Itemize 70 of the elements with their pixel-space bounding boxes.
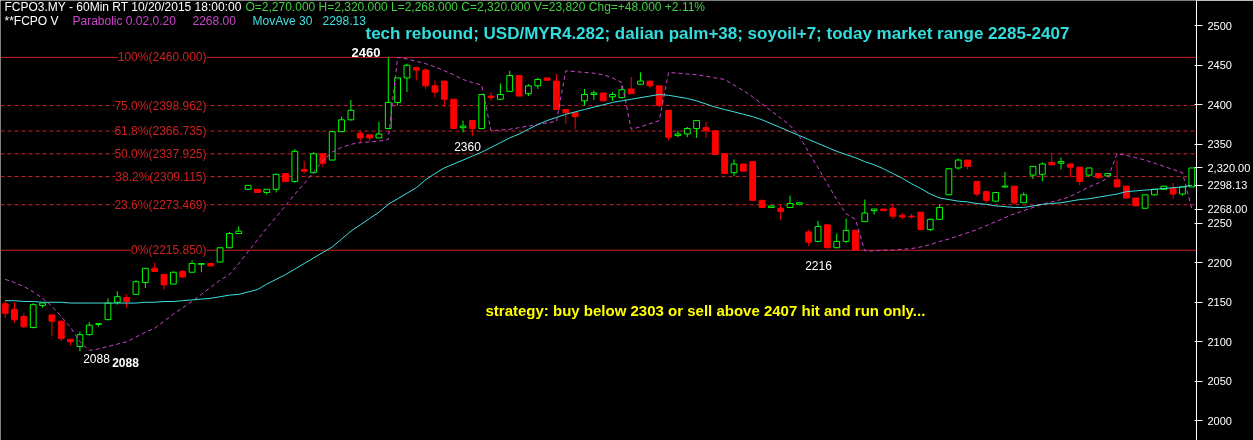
candlestick (674, 130, 682, 138)
candlestick (1169, 182, 1177, 200)
y-tick-label: 2450 (1207, 59, 1232, 72)
candlestick (11, 301, 18, 324)
candlestick (57, 319, 65, 342)
candlestick (1038, 161, 1046, 182)
candlestick (272, 173, 280, 193)
candlestick (375, 121, 383, 139)
candlestick (861, 199, 869, 223)
candlestick (824, 224, 831, 249)
candlestick (403, 63, 411, 93)
candlestick (347, 99, 355, 122)
y-tick-label: 2000 (1207, 414, 1232, 427)
y-tick-label: 2,320.00 (1207, 161, 1251, 174)
candlestick (506, 70, 514, 92)
y-tick-label: 2100 (1207, 335, 1232, 348)
ref-line-label: 75.0%(2398.962) (114, 98, 207, 113)
annotation: 2088 (83, 352, 111, 366)
candlestick (76, 330, 84, 352)
candlestick (702, 121, 710, 139)
candlestick (422, 67, 430, 90)
candlestick (487, 91, 495, 102)
candlestick (29, 302, 37, 329)
annotation: 2298.13 (322, 14, 367, 28)
annotation: 2268.00 (192, 14, 237, 28)
annotation: 2360 (454, 140, 482, 154)
y-tick-label: 2500 (1207, 19, 1232, 32)
candlestick (459, 120, 467, 133)
candlestick (711, 129, 719, 156)
candlestick (1010, 185, 1018, 205)
y-tick-label: 2400 (1207, 98, 1232, 111)
candlestick (48, 314, 56, 337)
annotation: tech rebound; USD/MYR4.282; dalian palm+38; soyoil+7; today market range 2285-2407 (365, 24, 1070, 43)
ref-line-label: 0%(2215.850) (131, 243, 207, 258)
y-tick-label: 2350 (1207, 138, 1232, 151)
candlestick (721, 153, 729, 174)
candlestick (842, 218, 850, 244)
annotation: strategy: buy below 2303 or sell above 2407 hit and run only... (485, 302, 926, 319)
candlestick (1076, 166, 1084, 186)
annotation: 2460 (351, 45, 381, 60)
annotation: 2216 (805, 259, 833, 273)
candlestick (655, 85, 663, 108)
chart-subtitle: O=2,270.000 H=2,320.000 L=2,268.000 C=2,320.000 V=23,820 Chg=+48.000 +2.11% (245, 0, 706, 14)
ref-line-label: 38.2%(2309.115) (115, 169, 207, 184)
candlestick (571, 112, 579, 130)
annotation: 2088 (112, 356, 140, 370)
legend-title: **FCPO V (4, 13, 59, 28)
ref-line-label: 23.6%(2273.469) (114, 197, 207, 212)
y-tick-label: 2050 (1207, 375, 1232, 388)
candlestick (515, 75, 523, 97)
candlestick (870, 208, 878, 216)
chart-title: FCPO3.MY - 60Min RT 10/20/2015 18:00:00 (4, 0, 242, 14)
y-tick-label: 2298.13 (1207, 179, 1248, 192)
text: MovAve 30 (252, 13, 313, 28)
y-tick-label: 2200 (1207, 256, 1232, 269)
y-tick-label: 2268.00 (1207, 203, 1248, 216)
candlestick (440, 80, 448, 108)
candlestick (1001, 171, 1009, 189)
y-tick-label: 2150 (1207, 296, 1232, 309)
ref-line-label: 61.8%(2366.735) (114, 124, 207, 139)
candlestick (786, 195, 794, 208)
candlestick (852, 229, 859, 251)
candlestick (1057, 157, 1065, 171)
text: Parabolic 0.02,0.20 (72, 13, 177, 28)
candlestick (431, 79, 439, 99)
y-tick-label: 2250 (1207, 217, 1232, 230)
candlestick (1113, 160, 1121, 188)
ref-line-label: 50.0%(2337.925) (114, 146, 207, 161)
candlestick (141, 267, 149, 289)
ref-line-label: 100%(2460.000) (117, 50, 207, 65)
